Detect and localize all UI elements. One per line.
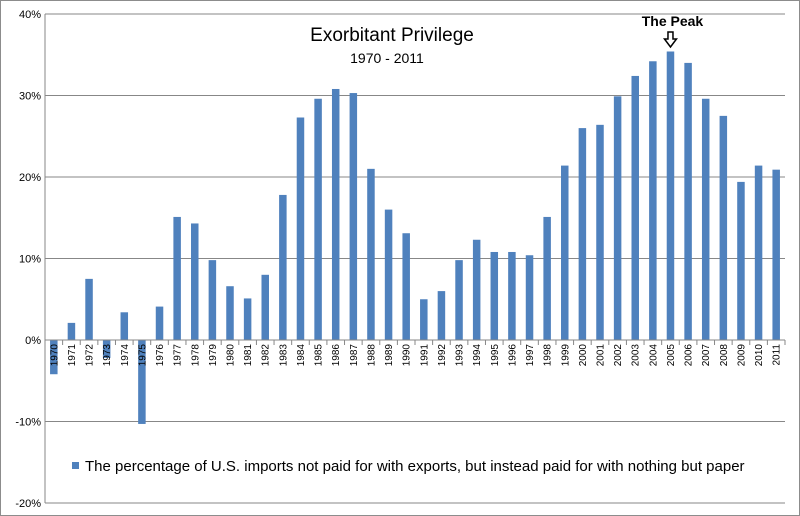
y-tick-label: -20% — [15, 498, 41, 510]
bar-1978 — [191, 223, 199, 340]
y-tick-label: 0% — [25, 335, 41, 347]
y-tick-label: -10% — [15, 417, 41, 429]
x-tick-label: 1984 — [296, 344, 307, 367]
bar-1984 — [296, 117, 305, 340]
bar-1993 — [455, 260, 463, 340]
x-tick-label: 1992 — [437, 344, 448, 367]
x-tick-label: 1986 — [331, 344, 342, 367]
x-tick-label: 1977 — [173, 344, 184, 367]
x-tick-label: 1991 — [419, 344, 430, 367]
x-tick-label: 1981 — [243, 344, 254, 367]
bar-2007 — [701, 98, 710, 340]
bar-2003 — [631, 75, 639, 340]
legend-swatch — [72, 462, 79, 469]
bar-1976 — [155, 306, 164, 340]
bar-2005 — [666, 51, 675, 341]
bar-1972 — [85, 278, 93, 340]
bar-1999 — [561, 165, 569, 340]
bar-2011 — [772, 169, 780, 340]
x-tick-label: 1999 — [560, 344, 571, 367]
x-tick-label: 2005 — [666, 344, 677, 367]
x-tick-label: 2011 — [772, 344, 783, 366]
x-tick-label: 1975 — [137, 344, 148, 367]
bar-2008 — [719, 115, 728, 340]
x-tick-label: 1993 — [455, 344, 466, 367]
bar-1983 — [279, 194, 287, 340]
bar-1996 — [508, 251, 516, 340]
x-tick-label: 1976 — [155, 344, 166, 367]
bar-1979 — [208, 260, 217, 340]
x-tick-label: 1996 — [507, 344, 518, 367]
bar-1974 — [120, 312, 129, 340]
x-tick-label: 2000 — [578, 344, 589, 367]
x-tick-label: 1995 — [490, 344, 501, 367]
chart-title: Exorbitant Privilege — [310, 25, 474, 46]
legend-label: The percentage of U.S. imports not paid … — [85, 458, 745, 475]
x-tick-label: 1978 — [190, 344, 201, 367]
bar-1987 — [349, 93, 358, 341]
bar-1997 — [525, 255, 534, 340]
x-tick-label: 1979 — [208, 344, 219, 367]
y-tick-label: 20% — [19, 172, 41, 184]
bar-1971 — [67, 322, 76, 340]
x-tick-label: 1989 — [384, 344, 395, 367]
bar-1988 — [367, 168, 375, 340]
x-tick-label: 2001 — [596, 344, 607, 367]
bar-1977 — [173, 216, 181, 340]
bar-2010 — [754, 165, 763, 340]
x-tick-label: 2003 — [631, 344, 642, 367]
bar-2001 — [596, 124, 604, 340]
x-tick-label: 1994 — [472, 344, 483, 367]
x-tick-label: 1997 — [525, 344, 536, 367]
x-tick-label: 1973 — [102, 344, 113, 367]
bar-1973 — [102, 340, 111, 358]
y-tick-label: 10% — [19, 254, 41, 266]
x-tick-label: 1982 — [261, 344, 272, 367]
bar-1989 — [384, 209, 393, 340]
x-tick-label: 2009 — [736, 344, 747, 367]
down-arrow-icon — [662, 31, 678, 49]
x-tick-label: 1980 — [226, 344, 237, 367]
bar-1981 — [243, 298, 252, 340]
bar-1985 — [314, 98, 322, 340]
x-tick-label: 2008 — [719, 344, 730, 367]
bar-1975 — [138, 340, 146, 424]
x-tick-label: 1970 — [49, 344, 60, 367]
bar-1998 — [543, 216, 551, 340]
bar-1992 — [437, 291, 446, 340]
bar-1980 — [226, 286, 234, 340]
bar-2009 — [737, 181, 745, 340]
bar-1990 — [402, 233, 410, 340]
bar-1994 — [472, 239, 481, 340]
x-tick-label: 2002 — [613, 344, 624, 367]
x-tick-label: 2010 — [754, 344, 765, 367]
x-tick-label: 1985 — [314, 344, 325, 367]
bar-1995 — [490, 251, 499, 340]
x-tick-label: 2007 — [701, 344, 712, 367]
bar-1982 — [261, 274, 269, 340]
bar-1991 — [420, 299, 428, 340]
bar-2004 — [649, 61, 657, 341]
bar-2002 — [613, 96, 622, 340]
chart-subtitle: 1970 - 2011 — [350, 50, 424, 66]
bar-2006 — [684, 62, 692, 341]
x-tick-label: 1972 — [85, 344, 96, 367]
y-tick-label: 30% — [19, 91, 41, 103]
x-tick-label: 1990 — [402, 344, 413, 367]
x-tick-label: 1987 — [349, 344, 360, 367]
x-tick-label: 2004 — [648, 344, 659, 367]
bar-1970 — [50, 340, 58, 375]
x-tick-label: 1983 — [278, 344, 289, 367]
x-tick-label: 2006 — [684, 344, 695, 367]
bar-2000 — [578, 128, 587, 340]
x-tick-label: 1971 — [67, 344, 78, 367]
x-tick-label: 1974 — [120, 344, 131, 367]
x-tick-label: 1998 — [543, 344, 554, 367]
annotation-label: The Peak — [642, 13, 704, 29]
bar-1986 — [331, 88, 340, 340]
x-tick-label: 1988 — [366, 344, 377, 367]
y-tick-label: 40% — [19, 9, 41, 21]
